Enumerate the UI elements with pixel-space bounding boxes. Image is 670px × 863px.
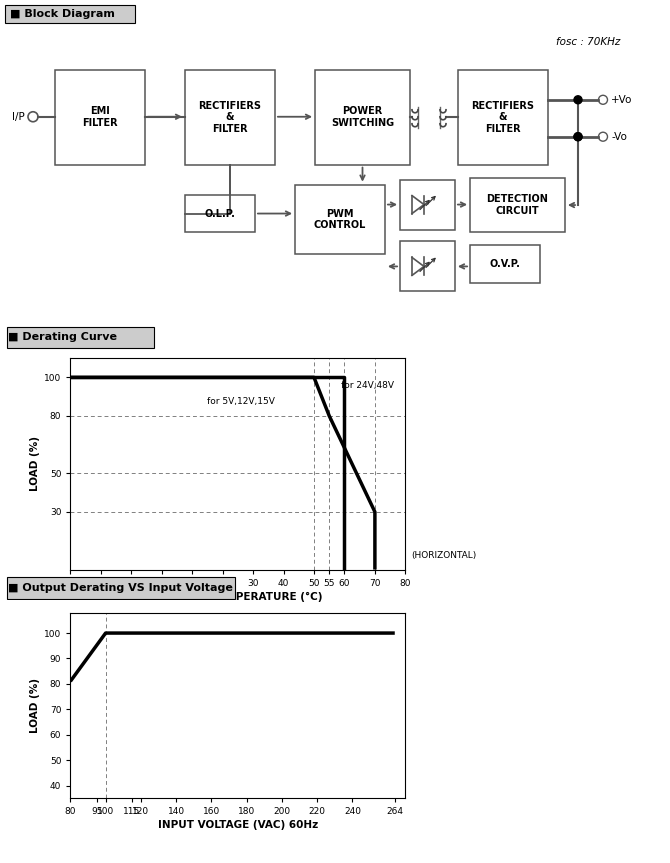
Text: RECTIFIERS
&
FILTER: RECTIFIERS & FILTER [198, 101, 261, 134]
Text: for 5V,12V,15V: for 5V,12V,15V [208, 397, 275, 406]
Text: DETECTION
CIRCUIT: DETECTION CIRCUIT [486, 194, 549, 216]
Text: (HORIZONTAL): (HORIZONTAL) [411, 551, 476, 560]
Text: ■ Derating Curve: ■ Derating Curve [8, 332, 117, 343]
Bar [185, 70, 275, 165]
Text: EMI
FILTER: EMI FILTER [82, 106, 118, 128]
Bar [458, 70, 548, 165]
Y-axis label: LOAD (%): LOAD (%) [30, 437, 40, 491]
X-axis label: AMBIENT TEMPERATURE (°C): AMBIENT TEMPERATURE (°C) [153, 592, 322, 602]
Bar [400, 180, 455, 230]
Text: POWER
SWITCHING: POWER SWITCHING [331, 106, 394, 128]
Text: fosc : 70KHz: fosc : 70KHz [555, 37, 620, 47]
Text: -Vo: -Vo [611, 132, 627, 142]
Text: O.L.P.: O.L.P. [204, 209, 235, 218]
Bar [7, 327, 154, 349]
Bar [185, 194, 255, 232]
Text: +Vo: +Vo [611, 95, 632, 104]
Circle shape [574, 133, 582, 141]
Text: for 24V,48V: for 24V,48V [342, 381, 395, 390]
Circle shape [574, 133, 582, 141]
Text: I/P: I/P [11, 111, 24, 122]
Bar [315, 70, 410, 165]
Text: PWM
CONTROL: PWM CONTROL [314, 209, 366, 230]
Text: O.V.P.: O.V.P. [490, 260, 521, 269]
Text: ■ Block Diagram: ■ Block Diagram [10, 9, 115, 19]
Circle shape [574, 96, 582, 104]
Bar [5, 5, 135, 23]
Text: RECTIFIERS
&
FILTER: RECTIFIERS & FILTER [472, 101, 535, 134]
Bar [295, 185, 385, 255]
X-axis label: INPUT VOLTAGE (VAC) 60Hz: INPUT VOLTAGE (VAC) 60Hz [157, 821, 318, 830]
Y-axis label: LOAD (%): LOAD (%) [30, 678, 40, 733]
Bar [470, 178, 565, 232]
Bar [470, 245, 540, 283]
Bar [7, 577, 234, 599]
Text: ■ Output Derating VS Input Voltage: ■ Output Derating VS Input Voltage [8, 583, 233, 593]
Bar [400, 242, 455, 292]
Bar [55, 70, 145, 165]
